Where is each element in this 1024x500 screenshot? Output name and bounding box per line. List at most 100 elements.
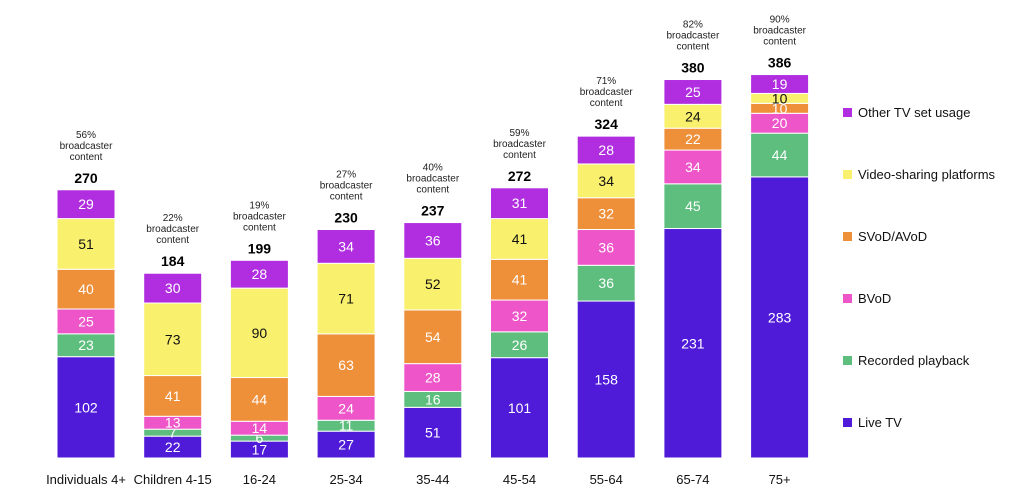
broadcaster-content-note: 56% [76,130,96,141]
segment-value-label: 34 [598,173,614,189]
segment-value-label: 24 [338,400,354,416]
bar-segment [576,229,636,266]
segment-value-label: 36 [425,232,441,248]
segment-value-label: 28 [598,142,614,158]
bar-segment [403,309,463,365]
segment-value-label: 24 [685,108,701,124]
segment-value-label: 51 [425,425,441,441]
segment-value-label: 51 [78,236,94,252]
legend-swatch [843,170,852,179]
broadcaster-content-note: content [156,235,189,246]
bar-total-label: 380 [681,60,705,76]
broadcaster-content-note: broadcaster [666,31,719,42]
segment-value-label: 7 [169,425,177,441]
bar-total-label: 199 [248,240,272,256]
bar-segment [576,264,636,302]
broadcaster-content-note: broadcaster [60,141,113,152]
legend-swatch [843,418,852,427]
bar-segment [229,259,289,289]
broadcaster-content-note: 82% [683,20,703,31]
category-label: 75+ [769,472,791,487]
bar-segment [316,262,376,335]
segment-value-label: 11 [339,418,354,434]
segment-value-label: 73 [165,331,181,347]
bar-total-label: 237 [421,203,445,219]
bar-segment [663,228,723,459]
bar-segment [663,79,723,105]
broadcaster-content-note: content [503,150,536,161]
bar-segment [229,287,289,379]
bar-total-label: 386 [768,55,792,71]
segment-value-label: 54 [425,329,441,345]
broadcaster-content-note: broadcaster [320,181,373,192]
broadcaster-content-note: content [70,152,103,163]
segment-value-label: 36 [598,239,614,255]
segment-value-label: 34 [685,159,701,175]
bar-segment [56,218,116,270]
segment-value-label: 34 [338,238,354,254]
bar-total-label: 230 [334,210,358,226]
bar-segment [143,272,203,304]
segment-value-label: 10 [772,100,788,116]
segment-value-label: 44 [252,391,268,407]
segment-value-label: 101 [508,400,532,416]
bar-segment [56,189,116,220]
segment-value-label: 41 [165,388,181,404]
legend-entry-label: BVoD [858,291,891,306]
segment-value-label: 25 [78,313,94,329]
segment-value-label: 28 [252,266,268,282]
segment-value-label: 71 [338,291,354,307]
segment-value-label: 26 [512,337,528,353]
segment-value-label: 28 [425,370,441,386]
segment-value-label: 158 [595,372,619,388]
segment-value-label: 41 [512,231,528,247]
broadcaster-content-note: content [763,37,796,48]
bar-segment [56,356,116,459]
broadcaster-content-note: 71% [596,76,616,87]
category-label: 35-44 [416,472,449,487]
segment-value-label: 13 [165,415,181,431]
bar-segment [576,300,636,459]
category-label: 55-64 [590,472,623,487]
broadcaster-content-note: broadcaster [233,211,286,222]
broadcaster-content-note: 90% [770,15,790,26]
segment-value-label: 45 [685,198,701,214]
broadcaster-content-note: 22% [163,213,183,224]
broadcaster-content-note: 59% [509,128,529,139]
broadcaster-content-note: 19% [249,200,269,211]
legend-swatch [843,294,852,303]
broadcaster-content-note: content [590,98,623,109]
bar-segment [663,149,723,185]
segment-value-label: 52 [425,276,441,292]
segment-value-label: 41 [512,272,528,288]
segment-value-label: 30 [165,280,181,296]
bar-segment [316,229,376,264]
segment-value-label: 31 [512,195,528,211]
category-label: 65-74 [676,472,709,487]
segment-value-label: 32 [598,206,614,222]
bar-total-label: 270 [74,170,98,186]
broadcaster-content-note: content [676,42,709,53]
segment-value-label: 23 [78,337,94,353]
category-label: 45-54 [503,472,536,487]
segment-value-label: 36 [598,275,614,291]
broadcaster-content-note: broadcaster [493,139,546,150]
segment-value-label: 32 [512,308,528,324]
bar-segment [490,258,549,301]
segment-value-label: 63 [338,357,354,373]
bar-segment [229,377,289,422]
segment-value-label: 231 [681,335,705,351]
segment-value-label: 22 [165,439,181,455]
bar-total-label: 184 [161,253,185,269]
segment-value-label: 14 [252,420,268,436]
legend-entry-label: Live TV [858,415,902,430]
bar-segment [750,74,810,94]
broadcaster-content-note: content [330,192,363,203]
segment-value-label: 19 [772,76,788,92]
bar-segment [663,183,723,230]
segment-value-label: 27 [338,437,354,453]
broadcaster-content-note: 40% [423,163,443,174]
segment-value-label: 17 [252,442,268,458]
broadcaster-content-note: broadcaster [753,26,806,37]
